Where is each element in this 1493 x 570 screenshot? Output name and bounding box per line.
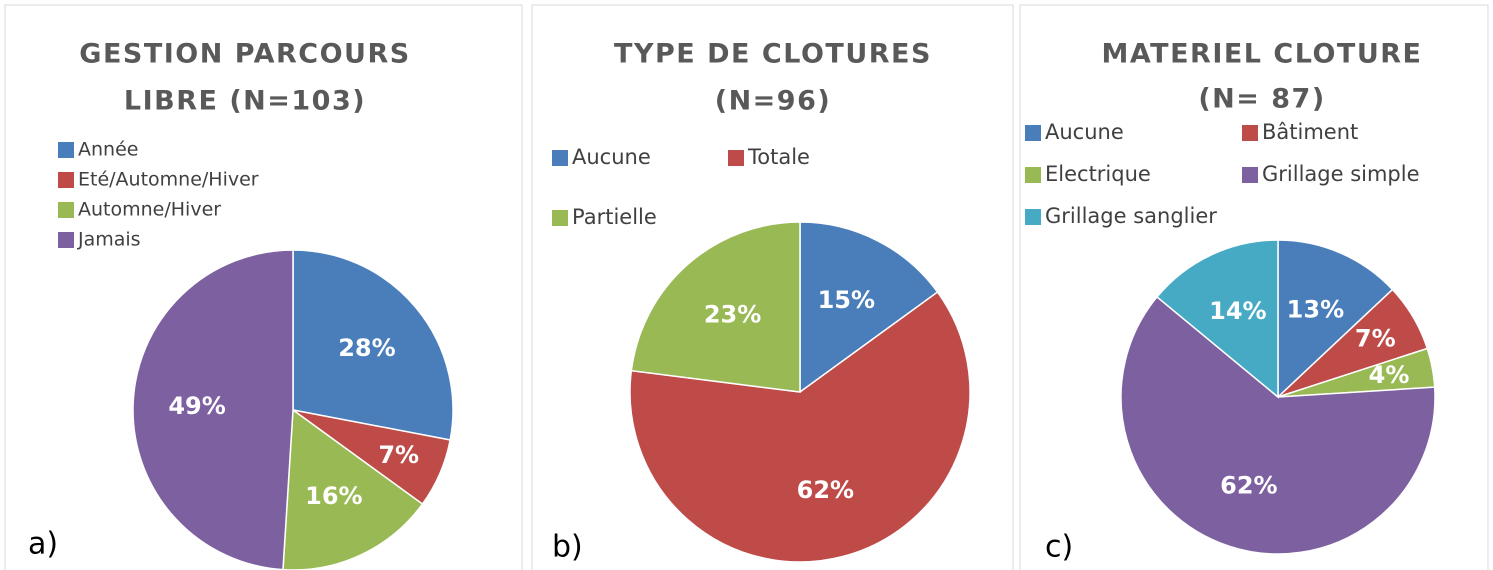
data-label: 62% [1220, 472, 1277, 500]
pie-slice [630, 221, 801, 393]
pie-slice [1155, 239, 1279, 399]
chart-title: LIBRE (N=103) [124, 86, 366, 117]
chart-title: GESTION PARCOURS [79, 39, 410, 70]
panel-label: c) [1045, 530, 1073, 565]
legend-label: Jamais [77, 229, 141, 251]
legend-swatch [58, 142, 74, 158]
legend-label: Grillage sanglier [1045, 204, 1217, 228]
legend-swatch [552, 210, 568, 226]
chart-title: MATERIEL CLOTURE [1102, 39, 1423, 70]
legend-label: Electrique [1045, 162, 1151, 186]
pie-slice [1120, 295, 1436, 555]
legend-label: Partielle [572, 205, 657, 229]
legend-swatch [58, 172, 74, 188]
data-label: 13% [1287, 296, 1344, 324]
chart-title: TYPE DE CLOTURES [614, 39, 932, 70]
chart-title: (N= 87) [1198, 84, 1325, 115]
data-label: 49% [168, 392, 225, 420]
panel-border [1019, 4, 1489, 570]
data-label: 16% [305, 482, 362, 510]
legend-swatch [58, 232, 74, 248]
pie-slice [629, 291, 971, 563]
legend-swatch [728, 150, 744, 166]
data-label: 4% [1369, 361, 1410, 389]
data-label: 7% [378, 441, 419, 469]
data-label: 62% [797, 476, 854, 504]
data-label: 7% [1355, 324, 1396, 352]
legend-label: Bâtiment [1262, 120, 1358, 144]
panel-label: a) [28, 527, 58, 562]
legend-swatch [1025, 167, 1041, 183]
legend-swatch [1025, 125, 1041, 141]
data-label: 15% [818, 286, 875, 314]
legend-swatch [1242, 125, 1258, 141]
data-label: 28% [338, 334, 395, 362]
legend-label: Eté/Automne/Hiver [78, 169, 259, 191]
legend-swatch [1242, 167, 1258, 183]
panel-border [531, 4, 1014, 570]
data-label: 14% [1209, 297, 1266, 325]
legend-label: Année [78, 139, 138, 161]
panel-label: b) [552, 530, 583, 565]
legend-label: Grillage simple [1262, 162, 1420, 186]
pie-slice [1277, 239, 1394, 399]
legend-label: Totale [747, 145, 810, 169]
pie-slice [132, 249, 294, 570]
legend-label: Aucune [572, 145, 651, 169]
legend-label: Automne/Hiver [78, 199, 221, 221]
chart-title: (N=96) [715, 86, 831, 117]
legend-swatch [1025, 209, 1041, 225]
panel-border [4, 4, 523, 570]
pie-slice [292, 249, 454, 441]
pie-slice [799, 221, 939, 394]
legend-swatch [552, 150, 568, 166]
data-label: 23% [704, 300, 761, 328]
legend-label: Aucune [1045, 120, 1124, 144]
legend-swatch [58, 202, 74, 218]
